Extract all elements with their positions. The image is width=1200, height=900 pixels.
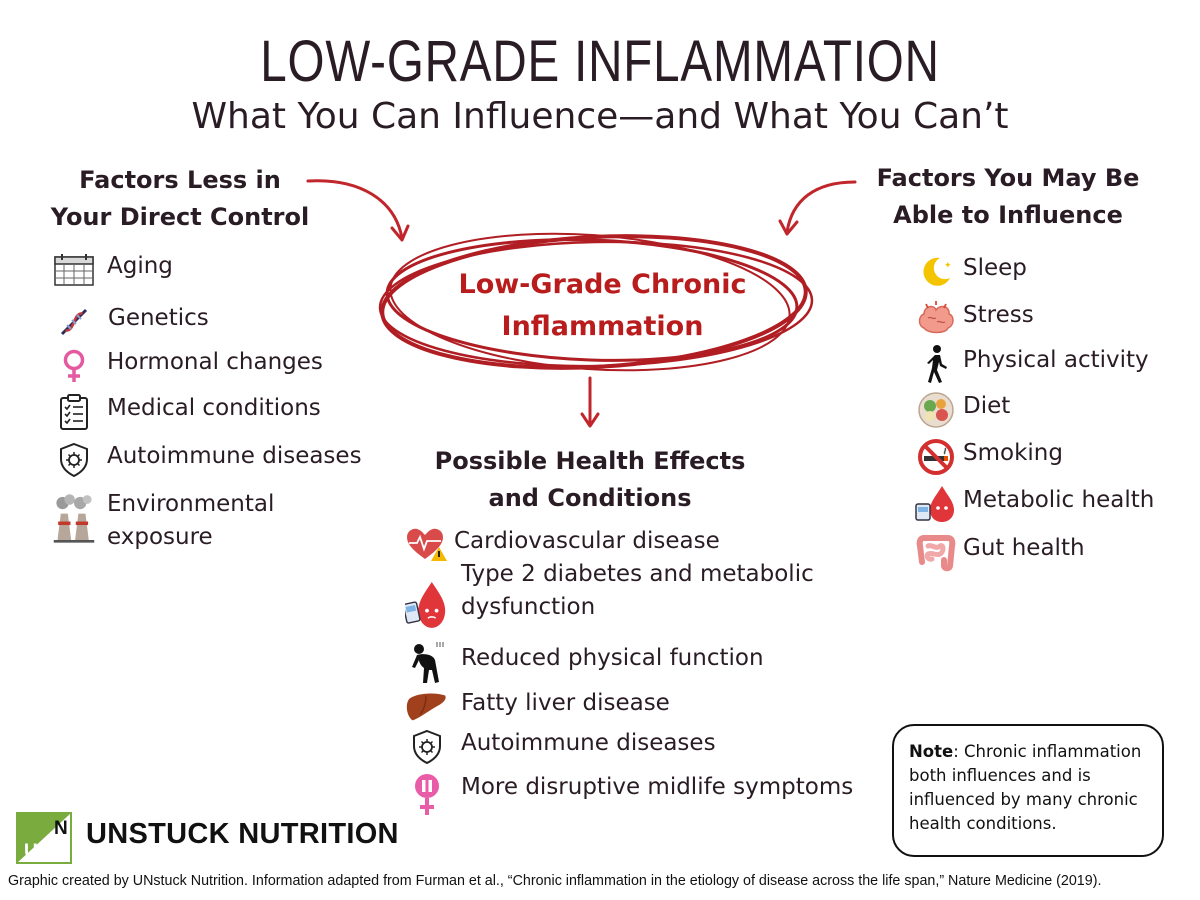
list-item: Autoimmune diseases bbox=[52, 440, 382, 488]
blood-drop-glucose-icon bbox=[914, 484, 958, 524]
note-text: : Chronic inflammation both influences a… bbox=[909, 742, 1142, 833]
logo-letter-u: U bbox=[24, 841, 38, 862]
left-column-heading: Factors Less in Your Direct Control bbox=[40, 162, 320, 236]
item-label: Gut health bbox=[963, 535, 1085, 561]
scribble-circle bbox=[378, 232, 814, 372]
factory-smoke-icon bbox=[52, 488, 96, 548]
list-item: Genetics bbox=[52, 298, 382, 346]
item-label: Type 2 diabetes and metabolic dysfunctio… bbox=[461, 558, 814, 624]
right-heading-line2: Able to Influence bbox=[893, 201, 1123, 229]
right-factors-list: ✦ Sleep Stress Physical activity Diet Sm… bbox=[914, 252, 1194, 580]
item-label: Fatty liver disease bbox=[461, 690, 670, 716]
item-label: Metabolic health bbox=[963, 487, 1155, 513]
item-label: Stress bbox=[963, 302, 1034, 328]
list-item: Hormonal changes bbox=[52, 346, 382, 392]
tired-person-icon bbox=[405, 642, 449, 683]
item-label: Smoking bbox=[963, 440, 1063, 466]
page-subtitle: What You Can Influence—and What You Can’… bbox=[191, 96, 1009, 137]
right-column-heading: Factors You May Be Able to Influence bbox=[862, 160, 1154, 234]
left-factors-list: Aging Genetics Hormonal changes Medical … bbox=[52, 250, 382, 558]
blood-drop-glucose-icon bbox=[405, 568, 449, 638]
list-item: Autoimmune diseases bbox=[405, 727, 875, 771]
list-item: Type 2 diabetes and metabolic dysfunctio… bbox=[405, 561, 875, 642]
item-label: Diet bbox=[963, 393, 1011, 419]
list-item: Smoking bbox=[914, 437, 1194, 484]
item-label: Autoimmune diseases bbox=[461, 730, 716, 756]
effects-heading: Possible Health Effects and Conditions bbox=[420, 443, 760, 517]
brand-logo: N U bbox=[16, 812, 72, 864]
clipboard-checklist-icon bbox=[52, 392, 96, 432]
central-label-line2: Inflammation bbox=[501, 311, 704, 342]
note-label: Note bbox=[909, 742, 954, 761]
list-item: Metabolic health bbox=[914, 484, 1194, 532]
no-smoking-icon bbox=[914, 437, 958, 477]
item-label: More disruptive midlife symptoms bbox=[461, 774, 854, 800]
calendar-icon bbox=[52, 250, 96, 290]
list-item: Medical conditions bbox=[52, 392, 382, 440]
list-item: Stress bbox=[914, 299, 1194, 344]
left-heading-line2: Your Direct Control bbox=[50, 203, 310, 231]
item-label: Genetics bbox=[108, 305, 209, 331]
page-title: LOW-GRADE INFLAMMATION bbox=[260, 29, 940, 94]
item-label-line2: dysfunction bbox=[461, 594, 596, 620]
intestine-icon bbox=[914, 532, 958, 572]
item-label: Sleep bbox=[963, 255, 1027, 281]
central-label-line1: Low-Grade Chronic bbox=[458, 269, 747, 300]
stressed-brain-icon bbox=[914, 299, 958, 339]
female-symbol-icon bbox=[52, 346, 96, 386]
health-effects-list: Cardiovascular disease Type 2 diabetes a… bbox=[405, 525, 875, 815]
list-item: Gut health bbox=[914, 532, 1194, 580]
item-label: Physical activity bbox=[963, 347, 1149, 373]
shield-virus-icon bbox=[52, 440, 96, 480]
list-item: Fatty liver disease bbox=[405, 687, 875, 727]
food-bowl-icon bbox=[914, 390, 958, 430]
list-item: Aging bbox=[52, 250, 382, 298]
item-label: Cardiovascular disease bbox=[454, 528, 720, 554]
item-label-line1: Environmental bbox=[107, 491, 275, 517]
list-item: ✦ Sleep bbox=[914, 252, 1194, 299]
note-box: Note: Chronic inflammation both influenc… bbox=[892, 724, 1164, 857]
list-item: More disruptive midlife symptoms bbox=[405, 771, 875, 815]
central-concept: Low-Grade Chronic Inflammation bbox=[430, 264, 775, 348]
item-label: Autoimmune diseases bbox=[107, 443, 362, 469]
list-item: Physical activity bbox=[914, 344, 1194, 390]
source-credit: Graphic created by UNstuck Nutrition. In… bbox=[8, 873, 1102, 889]
item-label: Reduced physical function bbox=[461, 645, 764, 671]
brand-name: UNSTUCK NUTRITION bbox=[86, 818, 399, 850]
item-label-line2: exposure bbox=[107, 524, 213, 550]
female-symbol-pause-icon bbox=[405, 771, 449, 817]
dna-icon bbox=[52, 302, 96, 342]
logo-letter-n: N bbox=[54, 818, 68, 839]
list-item: Diet bbox=[914, 390, 1194, 437]
liver-icon bbox=[405, 687, 449, 727]
heart-warning-icon bbox=[405, 525, 449, 565]
list-item: Reduced physical function bbox=[405, 642, 875, 687]
left-heading-line1: Factors Less in bbox=[79, 166, 281, 194]
item-label: Environmental exposure bbox=[107, 488, 274, 554]
effects-heading-line1: Possible Health Effects bbox=[434, 447, 746, 475]
right-heading-line1: Factors You May Be bbox=[876, 164, 1140, 192]
list-item: Cardiovascular disease bbox=[405, 525, 875, 565]
effects-heading-line2: and Conditions bbox=[488, 484, 692, 512]
item-label: Hormonal changes bbox=[107, 349, 323, 375]
item-label-line1: Type 2 diabetes and metabolic bbox=[461, 561, 814, 587]
moon-icon: ✦ bbox=[914, 252, 958, 292]
shield-virus-icon bbox=[405, 727, 449, 767]
svg-text:✦: ✦ bbox=[944, 261, 952, 271]
item-label: Aging bbox=[107, 253, 173, 279]
list-item: Environmental exposure bbox=[52, 488, 382, 558]
walking-person-icon bbox=[914, 344, 958, 384]
item-label: Medical conditions bbox=[107, 395, 321, 421]
